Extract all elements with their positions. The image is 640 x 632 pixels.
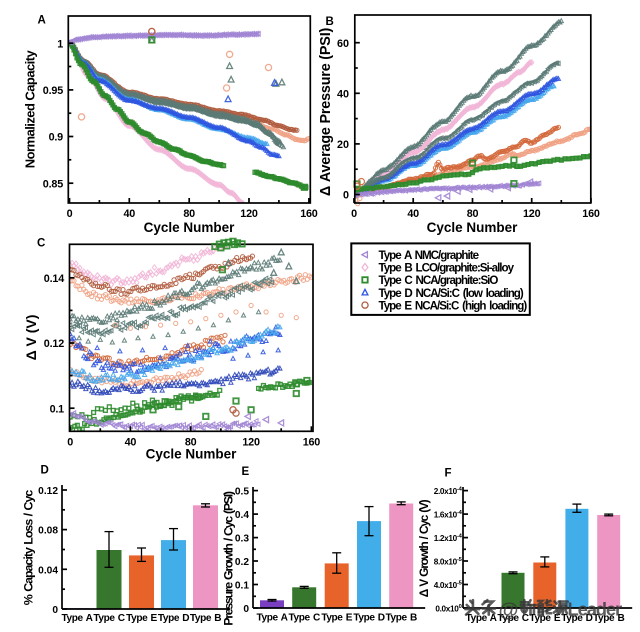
svg-text:40: 40	[337, 89, 349, 101]
svg-text:20: 20	[337, 139, 349, 151]
svg-text:40: 40	[125, 437, 137, 449]
svg-text:Type C: Type C	[289, 613, 321, 624]
svg-text:0.08: 0.08	[38, 526, 58, 537]
svg-text:Type B: Type B	[593, 613, 624, 624]
svg-text:Type A: Type A	[257, 613, 289, 624]
svg-text:0.4: 0.4	[235, 510, 249, 521]
svg-text:Type B: Type B	[386, 613, 417, 624]
svg-text:Δ V (V): Δ V (V)	[23, 315, 39, 361]
svg-text:Δ V Growth / Cyc (V): Δ V Growth / Cyc (V)	[417, 499, 431, 597]
svg-text:0: 0	[351, 208, 357, 220]
svg-text:0.95: 0.95	[43, 85, 63, 97]
svg-text:F: F	[445, 468, 452, 480]
svg-text:0.0x100: 0.0x100	[435, 604, 461, 614]
svg-text:120: 120	[523, 208, 541, 220]
svg-text:Type D: Type D	[353, 613, 384, 624]
svg-text:2.0x10-4: 2.0x10-4	[434, 486, 463, 496]
svg-text:0.1: 0.1	[235, 581, 249, 592]
svg-text:0.5: 0.5	[235, 487, 249, 498]
svg-text:40: 40	[407, 208, 419, 220]
svg-text:40: 40	[123, 208, 135, 220]
svg-text:Leader: Leader	[568, 599, 622, 620]
svg-text:Type E: Type E	[529, 613, 560, 624]
svg-text:Type C NCA/graphite:SiO: Type C NCA/graphite:SiO	[379, 274, 499, 287]
svg-text:160: 160	[300, 208, 318, 220]
svg-text:0: 0	[52, 605, 58, 616]
svg-text:4.0x10-5: 4.0x10-5	[434, 580, 463, 590]
svg-text:1: 1	[57, 38, 63, 50]
svg-text:@: @	[499, 599, 519, 622]
svg-text:E: E	[242, 466, 250, 478]
svg-text:80: 80	[183, 208, 195, 220]
svg-text:Cycle Number: Cycle Number	[146, 447, 238, 462]
svg-text:Type E: Type E	[126, 613, 157, 624]
svg-text:% Capacity Loss / Cyc: % Capacity Loss / Cyc	[22, 490, 36, 606]
svg-text:Cycle Number: Cycle Number	[427, 220, 519, 235]
svg-text:0.3: 0.3	[235, 534, 249, 545]
svg-text:Type E NCA/Si:C (high loading): Type E NCA/Si:C (high loading)	[379, 299, 528, 312]
svg-text:Type D NCA/Si:C (low loading): Type D NCA/Si:C (low loading)	[379, 287, 524, 300]
svg-text:Type D: Type D	[158, 613, 189, 624]
svg-text:0.14: 0.14	[44, 273, 64, 285]
svg-text:C: C	[37, 238, 45, 250]
svg-text:Type A: Type A	[62, 613, 94, 624]
svg-text:1.2x10-4: 1.2x10-4	[434, 533, 463, 543]
svg-text:Δ Average Pressure (PSI): Δ Average Pressure (PSI)	[318, 28, 334, 197]
svg-text:0.2: 0.2	[235, 557, 249, 568]
svg-text:Type C: Type C	[93, 613, 125, 624]
svg-text:Pressure Growth / Cyc (PSI): Pressure Growth / Cyc (PSI)	[222, 491, 236, 626]
svg-text:Normalized Capacity: Normalized Capacity	[23, 49, 38, 168]
svg-text:120: 120	[240, 208, 258, 220]
svg-text:60: 60	[337, 38, 349, 50]
svg-text:A: A	[38, 15, 46, 27]
svg-text:Type B LCO/graphite:Si-alloy: Type B LCO/graphite:Si-alloy	[379, 262, 515, 275]
svg-text:0: 0	[243, 604, 249, 615]
svg-text:Type A NMC/graphite: Type A NMC/graphite	[379, 249, 480, 262]
svg-text:Type C: Type C	[497, 613, 529, 624]
svg-text:Type B: Type B	[190, 613, 221, 624]
svg-text:160: 160	[303, 437, 321, 449]
svg-text:0: 0	[343, 190, 349, 202]
svg-text:0: 0	[67, 437, 73, 449]
svg-text:B: B	[326, 16, 334, 28]
svg-text:Type E: Type E	[321, 613, 352, 624]
svg-text:0.12: 0.12	[38, 486, 58, 497]
svg-text:1.6x10-4: 1.6x10-4	[434, 510, 463, 520]
svg-text:0.12: 0.12	[44, 338, 64, 350]
svg-text:0: 0	[67, 208, 73, 220]
svg-text:D: D	[41, 465, 49, 477]
svg-text:80: 80	[467, 208, 479, 220]
svg-text:Cycle Number: Cycle Number	[144, 220, 236, 235]
svg-text:Type A: Type A	[466, 613, 498, 624]
svg-text:0.04: 0.04	[38, 565, 58, 576]
svg-text:Type D: Type D	[561, 613, 592, 624]
svg-text:0.1: 0.1	[50, 403, 65, 415]
svg-text:80: 80	[185, 437, 197, 449]
svg-text:8.0x10-5: 8.0x10-5	[434, 557, 463, 567]
svg-text:120: 120	[242, 437, 260, 449]
svg-text:160: 160	[582, 208, 600, 220]
svg-text:0.9: 0.9	[49, 132, 64, 144]
svg-text:0.85: 0.85	[43, 178, 63, 190]
